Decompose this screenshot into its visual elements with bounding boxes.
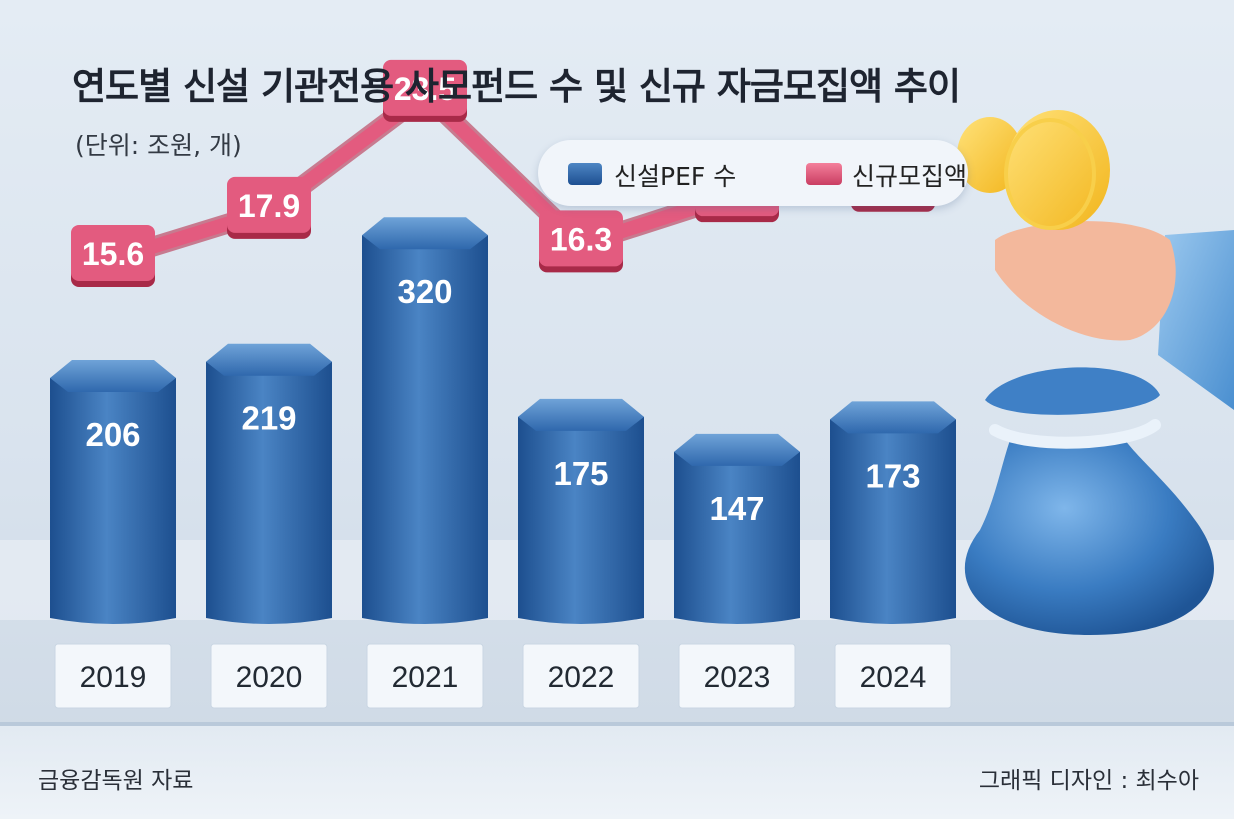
- bar-label-2022: 175: [553, 455, 608, 492]
- line-label-2020: 17.9: [238, 188, 300, 224]
- x-tick-2024: 2024: [860, 661, 927, 694]
- legend-label-bar: 신설PEF 수: [614, 162, 737, 191]
- bar-cap-2024: [830, 401, 956, 434]
- year-box-2023: [678, 643, 796, 709]
- line-point-2021: [383, 59, 467, 116]
- legend-swatch-bar: [568, 163, 602, 185]
- x-tick-2021: 2021: [392, 661, 459, 694]
- sleeve: [1158, 230, 1234, 410]
- bar-2020: [206, 361, 332, 624]
- footer: 금융감독원 자료 그래픽 디자인 : 최수아: [0, 722, 1234, 819]
- bag-tie: [989, 419, 1161, 449]
- bag-neck: [985, 367, 1160, 415]
- bar-label-2024: 173: [865, 457, 920, 494]
- bar-label-2020: 219: [241, 400, 296, 437]
- bar-cap-2020: [206, 343, 332, 376]
- legend: 신설PEF 수 신규모집액: [538, 140, 968, 206]
- x-tick-2019: 2019: [80, 661, 147, 694]
- bar-cap-2021: [362, 217, 488, 250]
- bar-label-2023: 147: [709, 490, 764, 527]
- bar-2021: [362, 235, 488, 624]
- year-box-2019: [54, 643, 172, 709]
- bar-cap-2022: [518, 398, 644, 431]
- source-note: 금융감독원 자료: [38, 768, 194, 794]
- legend-label-line: 신규모집액: [852, 162, 968, 191]
- line-point-2019: [71, 224, 155, 281]
- x-tick-2022: 2022: [548, 661, 615, 694]
- chart-unit: (단위: 조원, 개): [75, 131, 242, 160]
- design-credit: 그래픽 디자인 : 최수아: [978, 768, 1199, 794]
- x-tick-2020: 2020: [236, 661, 303, 694]
- hand: [995, 221, 1176, 341]
- bar-label-2021: 320: [397, 273, 452, 310]
- line-label-2022: 16.3: [550, 221, 612, 257]
- chart-title: 연도별 신설 기관전용 사모펀드 수 및 신규 자금모집액 추이: [72, 65, 961, 108]
- bag-body: [964, 440, 1214, 635]
- bar-2022: [518, 416, 644, 624]
- line-point-2022: [539, 210, 623, 267]
- bar-2019: [50, 378, 176, 624]
- x-tick-2023: 2023: [704, 661, 771, 694]
- year-box-2022: [522, 643, 640, 709]
- bar-2024: [830, 419, 956, 624]
- line-label-2019: 15.6: [82, 236, 144, 272]
- bar-cap-2019: [50, 360, 176, 392]
- line-point-2020: [227, 176, 311, 233]
- bar-label-2019: 206: [85, 416, 140, 453]
- year-box-2021: [366, 643, 484, 709]
- bar-cap-2023: [674, 433, 800, 466]
- legend-swatch-line: [806, 163, 842, 185]
- year-box-2024: [834, 643, 952, 709]
- year-box-2020: [210, 643, 328, 709]
- line-label-2021: 23.5: [394, 71, 456, 107]
- money-bag-illustration: [957, 110, 1234, 635]
- bar-2023: [674, 451, 800, 624]
- coin-front-rim: [1004, 118, 1096, 230]
